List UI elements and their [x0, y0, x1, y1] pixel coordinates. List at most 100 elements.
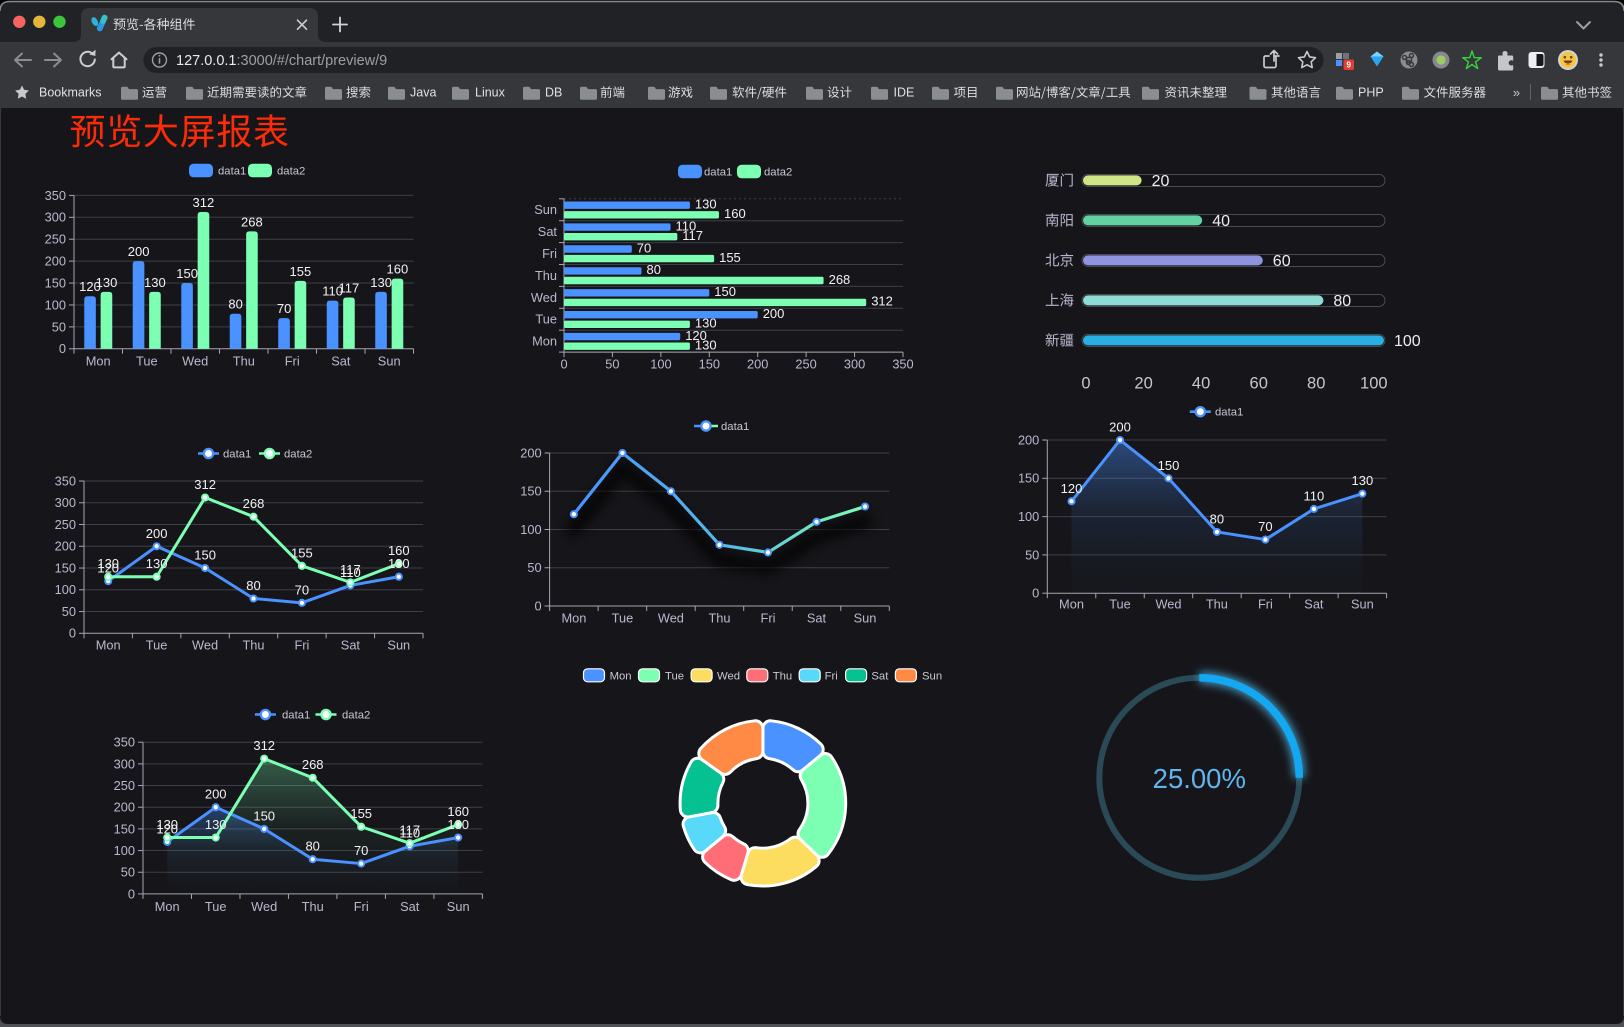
svg-text:Sat: Sat: [331, 354, 351, 369]
svg-text:200: 200: [146, 526, 168, 541]
svg-text:120: 120: [97, 561, 119, 576]
svg-text:Fri: Fri: [825, 670, 838, 682]
svg-text:70: 70: [354, 843, 368, 858]
svg-text:0: 0: [534, 598, 541, 613]
svg-text:117: 117: [339, 281, 360, 296]
svg-text:Wed: Wed: [658, 611, 684, 626]
svg-text:300: 300: [844, 357, 865, 372]
svg-text:150: 150: [45, 276, 66, 291]
svg-text:150: 150: [1158, 458, 1180, 473]
svg-text:268: 268: [241, 214, 263, 229]
svg-text:70: 70: [295, 582, 309, 597]
svg-text:117: 117: [399, 823, 420, 838]
svg-text:data1: data1: [721, 421, 749, 433]
svg-text:Tue: Tue: [205, 899, 227, 914]
svg-text:130: 130: [370, 275, 392, 290]
svg-text:Java: Java: [410, 86, 436, 100]
svg-text:Wed: Wed: [182, 354, 208, 369]
svg-text:Sun: Sun: [534, 202, 557, 217]
svg-text:Mon: Mon: [532, 334, 557, 349]
svg-text:data2: data2: [284, 449, 312, 461]
svg-text:Bookmarks: Bookmarks: [39, 86, 102, 100]
svg-text:Thu: Thu: [242, 638, 264, 653]
svg-text:100: 100: [1360, 375, 1388, 393]
svg-text:Tue: Tue: [612, 611, 634, 626]
svg-text:120: 120: [79, 279, 101, 294]
svg-text:200: 200: [1018, 432, 1039, 447]
svg-text:250: 250: [55, 517, 76, 532]
svg-text:110: 110: [1304, 488, 1325, 503]
svg-text:80: 80: [1307, 375, 1325, 393]
svg-text:Mon: Mon: [96, 638, 121, 653]
svg-text:100: 100: [1018, 509, 1039, 524]
svg-text:130: 130: [146, 556, 168, 571]
svg-text:Wed: Wed: [717, 670, 740, 682]
svg-text:Wed: Wed: [1155, 597, 1181, 612]
svg-text:250: 250: [114, 778, 135, 793]
svg-text:130: 130: [144, 275, 166, 290]
svg-text:300: 300: [45, 210, 66, 225]
svg-text:Thu: Thu: [302, 899, 324, 914]
svg-text:20: 20: [1152, 173, 1170, 190]
svg-text:data2: data2: [277, 166, 305, 178]
svg-text:Mon: Mon: [561, 611, 586, 626]
svg-text:100: 100: [45, 297, 66, 312]
svg-text:300: 300: [114, 756, 135, 771]
svg-text:150: 150: [176, 266, 198, 281]
svg-text:data2: data2: [764, 167, 792, 179]
svg-text:312: 312: [194, 477, 216, 492]
svg-text:127.0.0.1:3000/#/chart/preview: 127.0.0.1:3000/#/chart/preview/9: [176, 53, 387, 69]
svg-text:Fri: Fri: [542, 246, 557, 261]
svg-text:155: 155: [350, 806, 372, 821]
svg-text:Mon: Mon: [1059, 597, 1084, 612]
svg-text:0: 0: [560, 357, 567, 372]
svg-text:200: 200: [55, 539, 76, 554]
svg-text:117: 117: [340, 562, 361, 577]
svg-text:Thu: Thu: [773, 670, 792, 682]
svg-text:250: 250: [795, 357, 816, 372]
svg-text:130: 130: [96, 275, 118, 290]
svg-text:150: 150: [520, 484, 541, 499]
svg-text:Sat: Sat: [341, 638, 361, 653]
svg-text:120: 120: [1061, 481, 1083, 496]
svg-text:80: 80: [246, 578, 260, 593]
svg-text:20: 20: [1134, 375, 1152, 393]
svg-text:130: 130: [388, 556, 410, 571]
svg-text:155: 155: [290, 264, 312, 279]
svg-text:Fri: Fri: [285, 354, 300, 369]
svg-text:50: 50: [1025, 547, 1039, 562]
svg-text:50: 50: [605, 357, 619, 372]
svg-text:DB: DB: [545, 86, 562, 100]
svg-text:200: 200: [763, 306, 785, 321]
svg-text:150: 150: [55, 560, 76, 575]
svg-text:200: 200: [520, 445, 541, 460]
svg-text:50: 50: [527, 560, 541, 575]
svg-text:130: 130: [156, 817, 178, 832]
svg-text:data1: data1: [223, 449, 251, 461]
svg-text:data1: data1: [218, 166, 246, 178]
svg-text:Mon: Mon: [610, 670, 632, 682]
svg-text:80: 80: [305, 839, 319, 854]
svg-text:117: 117: [682, 228, 703, 243]
svg-text:Tue: Tue: [1109, 597, 1131, 612]
svg-text:160: 160: [447, 804, 469, 819]
svg-text:data2: data2: [342, 710, 370, 722]
svg-text:80: 80: [647, 262, 661, 277]
svg-text:Sun: Sun: [387, 638, 410, 653]
svg-text:Wed: Wed: [251, 899, 277, 914]
svg-text:250: 250: [45, 232, 66, 247]
svg-text:data1: data1: [1215, 407, 1243, 419]
svg-text:100: 100: [1394, 333, 1421, 350]
svg-text:Fri: Fri: [1258, 597, 1273, 612]
svg-text:40: 40: [1192, 375, 1210, 393]
svg-text:IDE: IDE: [894, 86, 915, 100]
svg-text:150: 150: [194, 548, 216, 563]
svg-text:0: 0: [69, 626, 76, 641]
svg-text:110: 110: [399, 826, 420, 841]
svg-text:130: 130: [447, 817, 469, 832]
svg-text:Mon: Mon: [155, 899, 180, 914]
svg-text:130: 130: [695, 338, 717, 353]
svg-text:Sun: Sun: [854, 611, 877, 626]
svg-text:Tue: Tue: [136, 354, 158, 369]
svg-text:0: 0: [128, 886, 135, 901]
